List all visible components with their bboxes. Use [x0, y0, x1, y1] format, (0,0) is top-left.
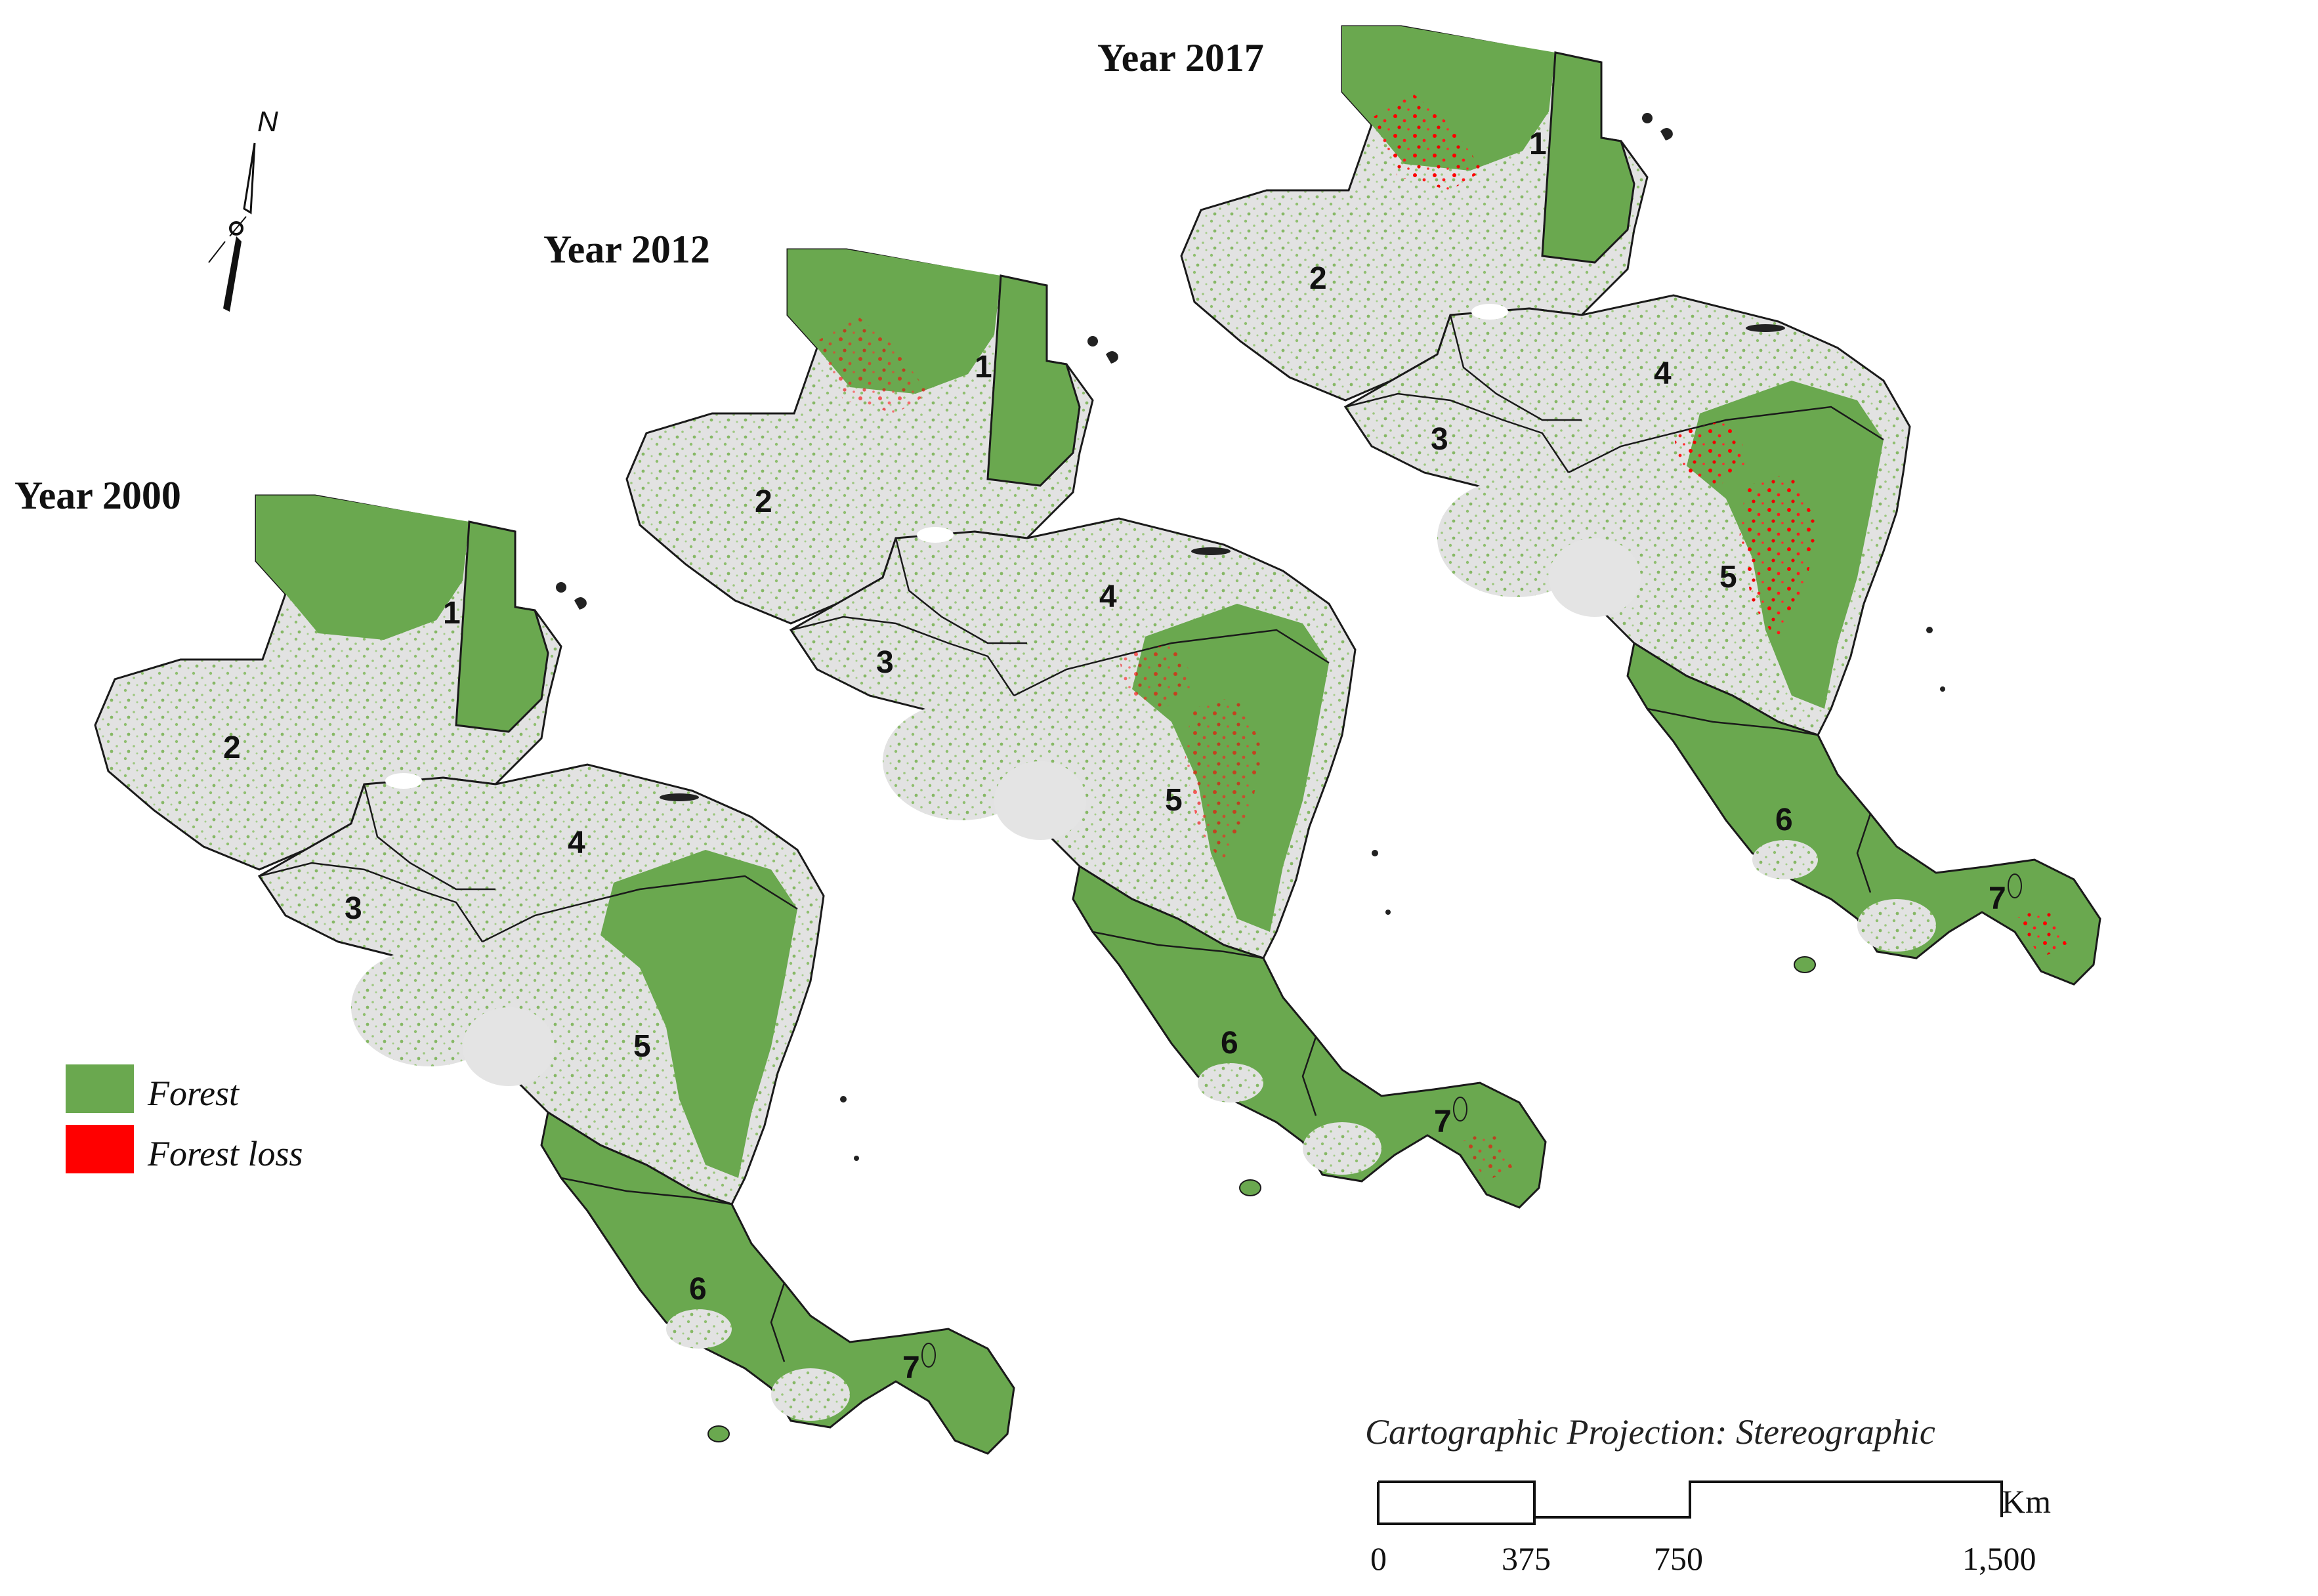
region-label-2: 2: [223, 730, 241, 765]
map-title-y2012: Year 2012: [543, 228, 710, 271]
region-label-6: 6: [689, 1272, 707, 1307]
projection-label: Cartographic Projection: Stereographic: [1365, 1412, 1935, 1452]
legend-label-forest-loss: Forest loss: [147, 1134, 303, 1173]
region-label-2: 2: [1309, 261, 1327, 296]
map-title-y2000: Year 2000: [14, 474, 181, 517]
region-label-1: 1: [443, 596, 461, 631]
region-label-3: 3: [345, 891, 362, 926]
region-label-5: 5: [1165, 783, 1183, 818]
map-title-y2017: Year 2017: [1097, 36, 1264, 79]
region-label-4: 4: [568, 826, 585, 860]
legend-label-forest: Forest: [147, 1074, 240, 1113]
scale-tick-1500: 1,500: [1962, 1540, 2036, 1577]
region-label-3: 3: [876, 645, 894, 680]
map-panel-y2000: 1 2 3 4 5 6 7: [94, 494, 1015, 1455]
country-map: [1180, 25, 2101, 986]
map-panel-y2012: 1 2 3 4 5 6 7: [625, 248, 1547, 1209]
region-label-7: 7: [902, 1351, 920, 1385]
maps-layer: 1 2 3 4 5 6 7 Year 2000 1 2 3 4 5 6 7 Year 2012 1 2 3 4 5 6 7 Y…: [14, 25, 2101, 1455]
scale-bar: 0 375 750 1,500 Km: [1370, 1480, 2051, 1577]
scale-tick-375: 375: [1502, 1540, 1551, 1577]
region-label-2: 2: [755, 484, 772, 519]
region-label-1: 1: [975, 350, 992, 385]
legend: Forest Forest loss: [66, 1064, 303, 1173]
north-arrow-icon: N: [208, 106, 278, 312]
region-label-6: 6: [1775, 803, 1793, 837]
region-label-4: 4: [1099, 579, 1117, 614]
region-label-7: 7: [1989, 881, 2006, 916]
legend-swatch-forest: [66, 1064, 134, 1113]
legend-swatch-forest-loss: [66, 1125, 134, 1173]
region-label-7: 7: [1434, 1104, 1452, 1139]
scale-tick-750: 750: [1654, 1540, 1703, 1577]
scale-tick-0: 0: [1370, 1540, 1387, 1577]
region-label-4: 4: [1654, 356, 1672, 391]
region-label-5: 5: [633, 1029, 651, 1064]
map-panel-y2017: 1 2 3 4 5 6 7: [1180, 25, 2101, 986]
region-label-3: 3: [1431, 422, 1448, 457]
region-label-6: 6: [1221, 1026, 1238, 1060]
scale-unit: Km: [2002, 1483, 2051, 1520]
region-label-1: 1: [1529, 127, 1547, 161]
north-letter: N: [257, 106, 278, 138]
region-label-5: 5: [1719, 560, 1737, 595]
